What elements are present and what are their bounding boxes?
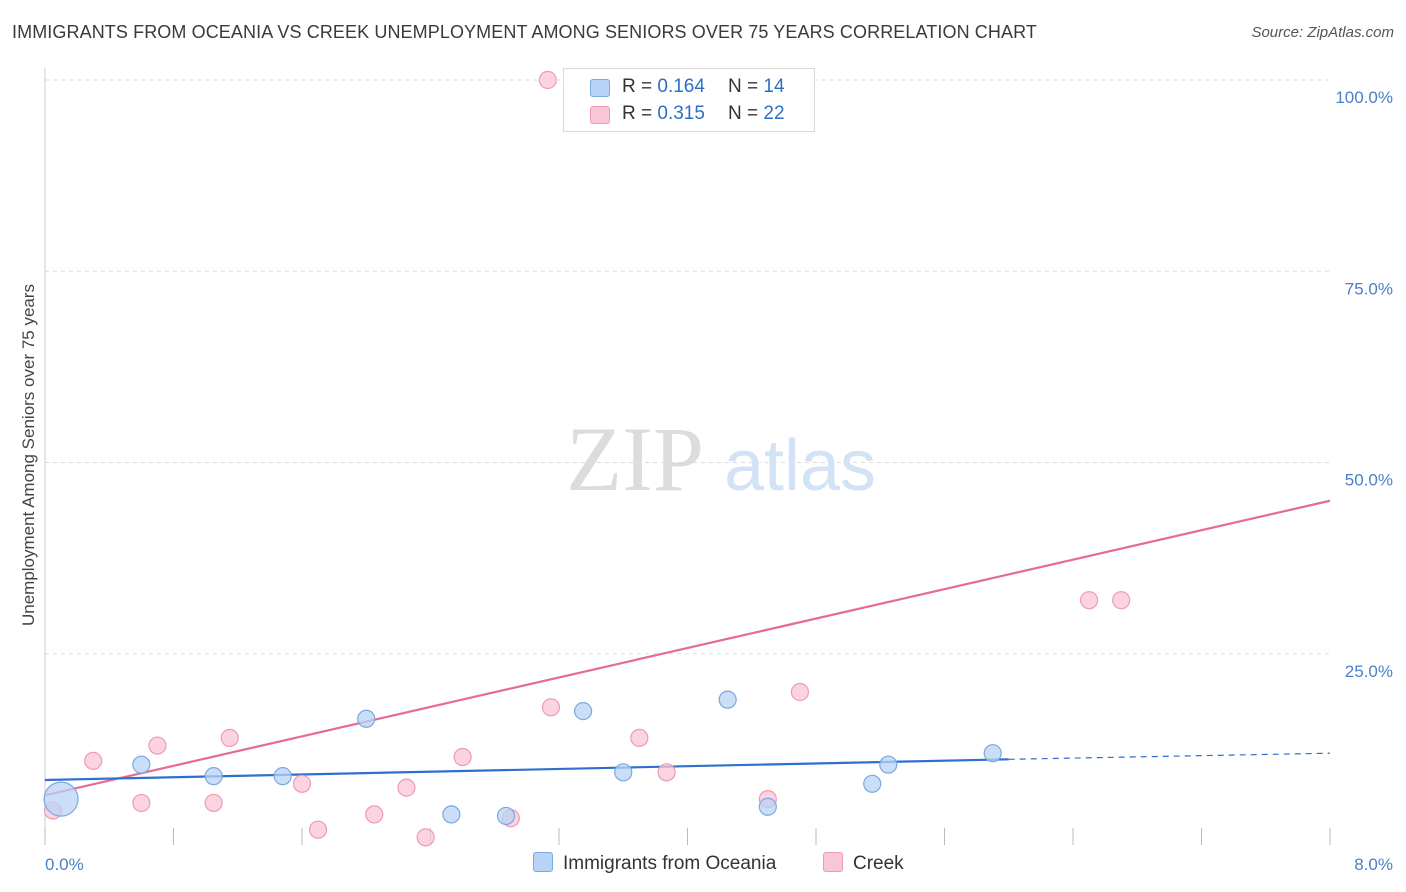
data-point-creek <box>397 778 416 797</box>
data-point-creek <box>292 774 312 793</box>
legend-row-creek: R = 0.315 N = 22 <box>564 101 814 127</box>
legend-n-label: N = <box>728 76 764 97</box>
legend-swatch-blue <box>533 852 553 872</box>
data-point-creek <box>84 751 103 770</box>
axes <box>44 68 1331 845</box>
watermark-atlas: atlas <box>724 426 876 506</box>
data-point-creek <box>308 820 328 839</box>
data-point-creek <box>541 698 561 717</box>
chart-title: IMMIGRANTS FROM OCEANIA VS CREEK UNEMPLO… <box>12 22 1037 42</box>
data-point-creek <box>204 793 223 813</box>
tick-labels: 25.0% 50.0% 75.0% 100.0% 0.0% 8.0% <box>45 88 1393 874</box>
legend-swatch-pink <box>590 106 610 124</box>
data-points <box>43 70 1131 847</box>
legend-label-creek: Creek <box>853 853 904 874</box>
data-point-creek <box>416 828 435 847</box>
y-axis-title: Unemployment Among Seniors over 75 years <box>19 284 38 626</box>
legend-item-creek: Creek <box>823 852 904 875</box>
data-point-creek <box>365 805 384 824</box>
data-point-oceania <box>573 702 593 721</box>
data-point-creek <box>220 728 239 748</box>
data-point-oceania <box>496 806 516 826</box>
legend-r-value: 0.164 <box>657 76 705 97</box>
data-point-oceania <box>879 755 898 774</box>
data-point-creek <box>790 682 810 702</box>
legend-swatch-blue <box>590 79 610 97</box>
data-point-oceania <box>132 755 151 774</box>
y-tick-label: 25.0% <box>1345 662 1393 681</box>
data-point-oceania <box>273 767 292 786</box>
legend-item-oceania: Immigrants from Oceania <box>533 852 776 875</box>
data-point-oceania <box>718 690 737 709</box>
y-tick-label: 100.0% <box>1335 88 1393 107</box>
legend-r-label: R = <box>622 76 658 97</box>
x-tick-label-max: 8.0% <box>1354 855 1393 874</box>
watermark-zip: ZIP <box>566 408 704 510</box>
data-point-oceania <box>43 781 79 817</box>
legend-n-value: 14 <box>763 76 785 97</box>
data-point-creek <box>148 736 167 755</box>
data-point-oceania <box>442 805 461 824</box>
correlation-legend: R = 0.164 N = 14 R = 0.315 N = 22 <box>563 68 815 132</box>
legend-n-label: N = <box>728 103 764 124</box>
data-point-creek <box>1112 591 1131 610</box>
data-point-creek <box>657 763 676 782</box>
x-tick-label-min: 0.0% <box>45 855 84 874</box>
legend-row-oceania: R = 0.164 N = 14 <box>564 74 814 100</box>
data-point-creek <box>538 70 557 90</box>
trend-line-creek <box>44 499 1331 797</box>
trend-lines <box>44 499 1331 797</box>
legend-r-label: R = <box>622 103 658 124</box>
data-point-oceania <box>614 763 633 782</box>
y-tick-label: 75.0% <box>1345 279 1393 298</box>
data-point-creek <box>453 747 472 767</box>
data-point-oceania <box>204 767 223 786</box>
gridlines <box>45 79 1330 655</box>
y-tick-label: 50.0% <box>1345 471 1393 490</box>
data-point-creek <box>630 728 649 748</box>
trend-line-oceania-extension <box>1008 752 1331 760</box>
legend-r-value: 0.315 <box>657 103 705 124</box>
source-label: Source: ZipAtlas.com <box>1251 24 1394 41</box>
data-point-oceania <box>983 744 1002 763</box>
data-point-oceania <box>357 709 376 728</box>
data-point-oceania <box>758 797 777 816</box>
data-point-creek <box>1079 591 1099 610</box>
legend-swatch-pink <box>823 852 843 872</box>
legend-n-value: 22 <box>763 103 785 124</box>
data-point-creek <box>132 793 151 813</box>
legend-label-oceania: Immigrants from Oceania <box>563 853 777 874</box>
data-point-oceania <box>863 774 882 793</box>
